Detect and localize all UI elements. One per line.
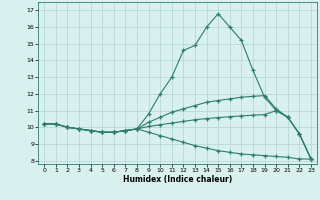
X-axis label: Humidex (Indice chaleur): Humidex (Indice chaleur) <box>123 175 232 184</box>
